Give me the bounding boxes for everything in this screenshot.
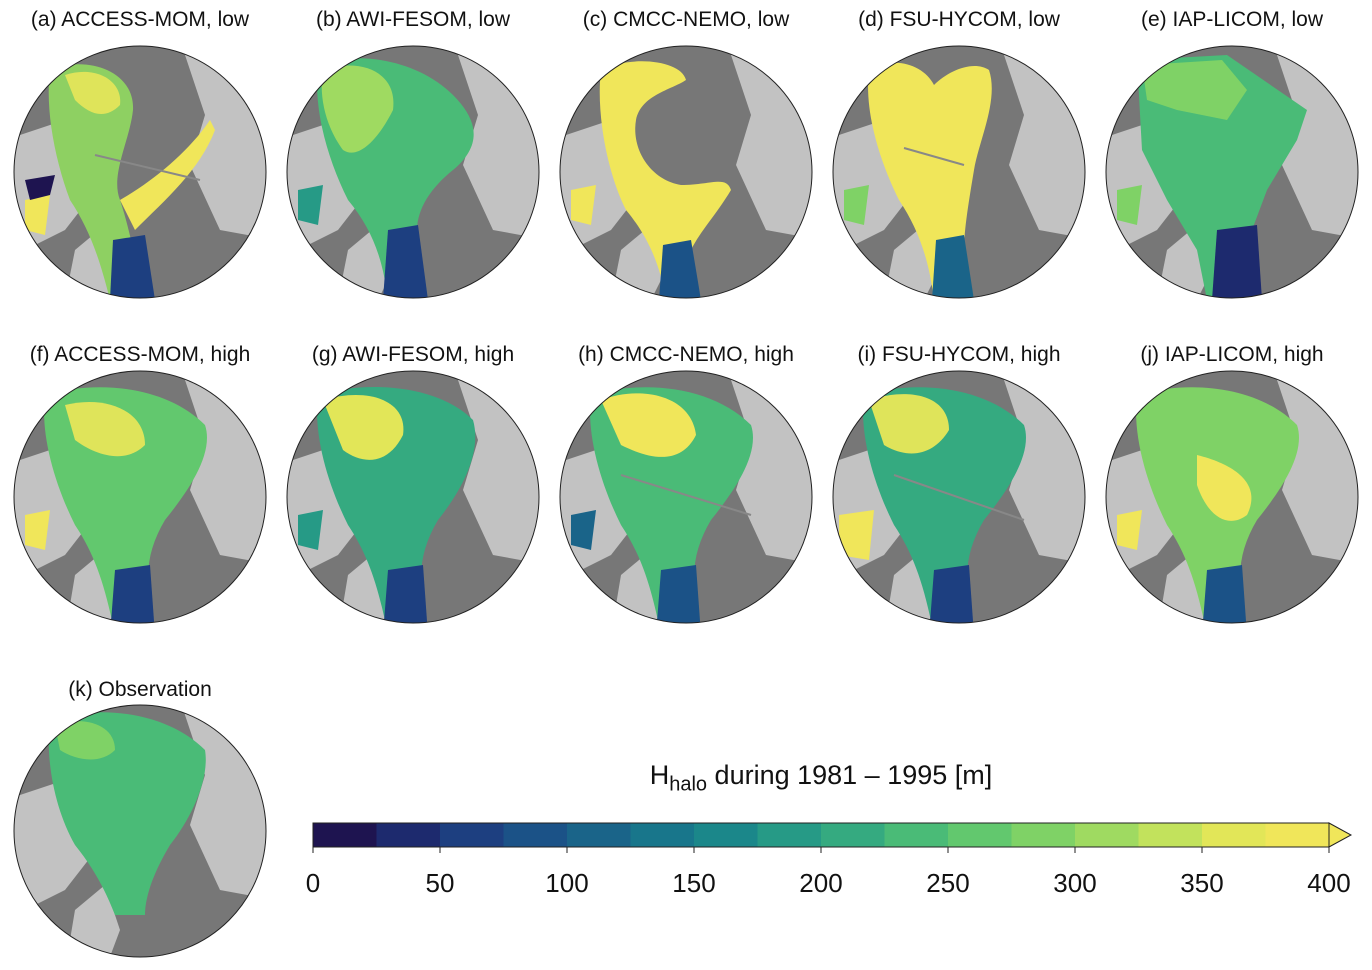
arctic-map <box>832 370 1086 624</box>
panel-title: (k) Observation <box>68 678 212 701</box>
colorbar-segments <box>312 822 1353 848</box>
arctic-map <box>13 370 267 624</box>
arctic-map <box>13 45 267 299</box>
panel-title: (a) ACCESS-MOM, low <box>30 8 250 31</box>
colorbar-segment <box>1202 823 1266 847</box>
colorbar-segment <box>313 823 377 847</box>
colorbar <box>312 822 1353 853</box>
colorbar-title-symbol: H <box>649 760 670 790</box>
colorbar-segment <box>1138 823 1203 847</box>
panel-title: (i) FSU-HYCOM, high <box>857 343 1061 366</box>
colorbar-tick-label: 200 <box>799 868 843 898</box>
colorbar-tick-label: 300 <box>1053 868 1097 898</box>
colorbar-tick-label: 100 <box>545 868 589 898</box>
colorbar-segment <box>503 823 568 847</box>
map-panel-access-mom-low: (a) ACCESS-MOM, low <box>5 0 275 300</box>
colorbar-segment <box>1265 823 1330 847</box>
arctic-map <box>286 370 540 624</box>
colorbar-tick-label: 150 <box>672 868 716 898</box>
colorbar-tick-label: 250 <box>926 868 970 898</box>
colorbar-title-text: during 1981 – 1995 [m] <box>707 760 993 790</box>
colorbar-segment <box>376 823 441 847</box>
map-panel-iap-licom-low: (e) IAP-LICOM, low <box>1097 0 1367 300</box>
map-panel-cmcc-nemo-low: (c) CMCC-NEMO, low <box>551 0 821 300</box>
colorbar-segment <box>440 823 504 847</box>
colorbar-tick-label: 400 <box>1307 868 1351 898</box>
colorbar-segment <box>630 823 695 847</box>
arctic-map <box>13 704 267 958</box>
colorbar-segment <box>1075 823 1139 847</box>
panel-title: (h) CMCC-NEMO, high <box>578 343 794 366</box>
colorbar-segment <box>884 823 949 847</box>
map-panel-awi-fesom-low: (b) AWI-FESOM, low <box>278 0 548 300</box>
colorbar-segment <box>567 823 631 847</box>
map-panel-observation: (k) Observation <box>5 670 275 970</box>
panel-title: (b) AWI-FESOM, low <box>315 8 511 31</box>
map-panel-iap-licom-high: (j) IAP-LICOM, high <box>1097 335 1367 635</box>
colorbar-segment <box>694 823 758 847</box>
colorbar-segment <box>948 823 1012 847</box>
map-panel-cmcc-nemo-high: (h) CMCC-NEMO, high <box>551 335 821 635</box>
map-panel-access-mom-high: (f) ACCESS-MOM, high <box>5 335 275 635</box>
colorbar-segment <box>821 823 885 847</box>
arctic-map <box>286 45 540 299</box>
arctic-map <box>832 45 1086 299</box>
map-panel-awi-fesom-high: (g) AWI-FESOM, high <box>278 335 548 635</box>
colorbar-tick-label: 0 <box>305 868 321 898</box>
colorbar-segment <box>757 823 822 847</box>
map-panel-fsu-hycom-high: (i) FSU-HYCOM, high <box>824 335 1094 635</box>
panel-title: (c) CMCC-NEMO, low <box>582 8 790 31</box>
arctic-map <box>1105 370 1359 624</box>
arctic-map <box>559 45 813 299</box>
colorbar-tick-label: 50 <box>425 868 455 898</box>
colorbar-tick-label: 350 <box>1180 868 1224 898</box>
panel-title: (d) FSU-HYCOM, low <box>858 8 1060 31</box>
colorbar-extension-arrow <box>1328 822 1353 848</box>
panel-title: (j) IAP-LICOM, high <box>1140 343 1324 366</box>
colorbar-tick-marks <box>312 847 1330 853</box>
arctic-map <box>559 370 813 624</box>
panel-title: (g) AWI-FESOM, high <box>311 343 515 366</box>
panel-title: (f) ACCESS-MOM, high <box>29 343 251 366</box>
arctic-map <box>1105 45 1359 299</box>
panel-title: (e) IAP-LICOM, low <box>1140 8 1324 31</box>
map-panel-fsu-hycom-low: (d) FSU-HYCOM, low <box>824 0 1094 300</box>
colorbar-title: Hhalo during 1981 – 1995 [m] <box>313 760 1329 796</box>
colorbar-segment <box>1011 823 1076 847</box>
colorbar-title-subscript: halo <box>669 773 708 796</box>
